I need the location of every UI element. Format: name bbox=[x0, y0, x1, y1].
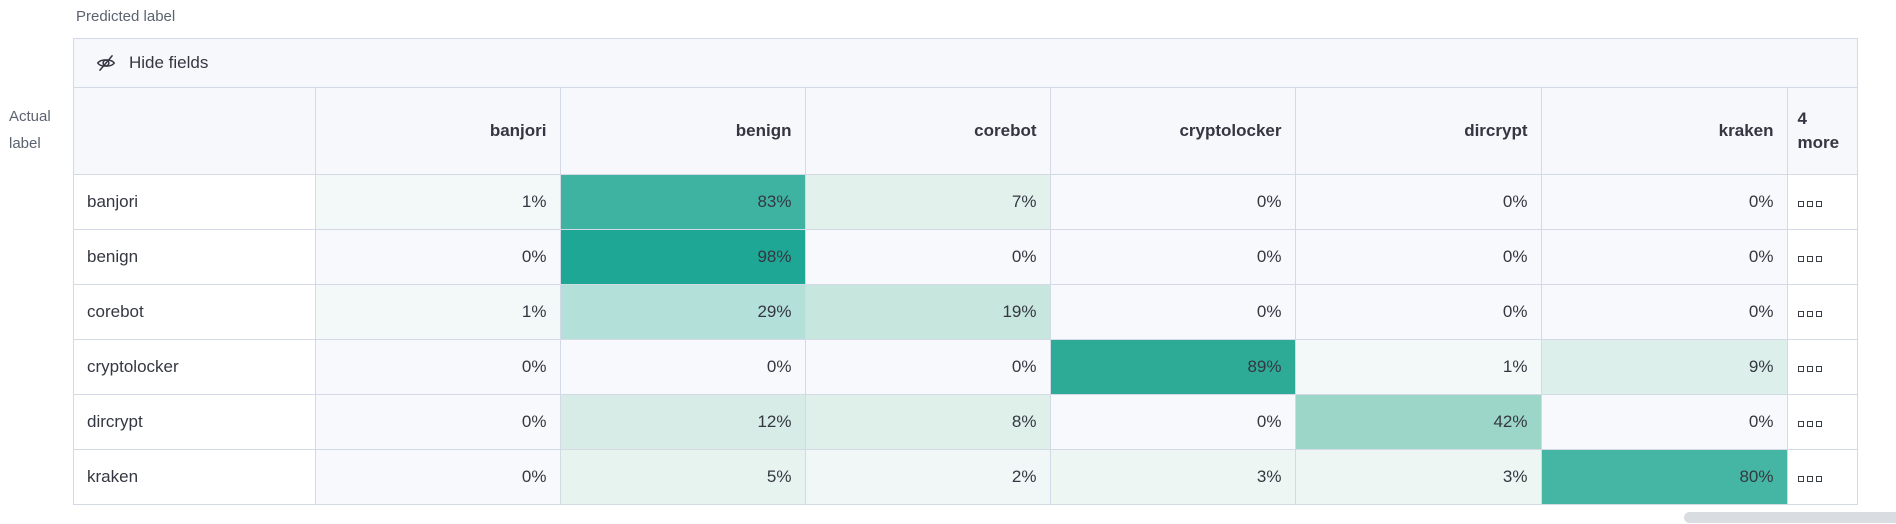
row-header-banjori[interactable]: banjori bbox=[74, 174, 316, 230]
row-header-dircrypt[interactable]: dircrypt bbox=[74, 394, 316, 450]
column-header-dircrypt[interactable]: dircrypt bbox=[1295, 88, 1542, 175]
column-header-banjori[interactable]: banjori bbox=[315, 88, 561, 175]
cell-banjori-kraken[interactable]: 0% bbox=[1541, 174, 1788, 230]
actual-axis-label-line2: label bbox=[9, 135, 41, 152]
hide-fields-button[interactable]: Hide fields bbox=[95, 52, 208, 74]
cell-cryptolocker-corebot[interactable]: 0% bbox=[805, 339, 1051, 395]
row-header-corebot[interactable]: corebot bbox=[74, 284, 316, 340]
cell-kraken-dircrypt[interactable]: 3% bbox=[1295, 449, 1542, 504]
column-header-benign[interactable]: benign bbox=[560, 88, 806, 175]
cell-dircrypt-kraken[interactable]: 0% bbox=[1541, 394, 1788, 450]
row-header-cryptolocker[interactable]: cryptolocker bbox=[74, 339, 316, 395]
column-header-cryptolocker[interactable]: cryptolocker bbox=[1050, 88, 1296, 175]
cell-dircrypt-banjori[interactable]: 0% bbox=[315, 394, 561, 450]
boxes-horizontal-icon bbox=[1797, 310, 1822, 317]
corner-header-cell bbox=[74, 88, 316, 175]
cell-banjori-corebot[interactable]: 7% bbox=[805, 174, 1051, 230]
column-header-more[interactable]: 4 more bbox=[1787, 88, 1857, 175]
cell-corebot-benign[interactable]: 29% bbox=[560, 284, 806, 340]
predicted-axis-label: Predicted label bbox=[76, 8, 176, 25]
hide-fields-label: Hide fields bbox=[129, 53, 209, 72]
row-header-benign[interactable]: benign bbox=[74, 229, 316, 285]
column-header-more-line: more bbox=[1797, 132, 1840, 152]
cell-kraken-benign[interactable]: 5% bbox=[560, 449, 806, 504]
table-row-cryptolocker: cryptolocker 0% 0% 0% 89% 1% 9% bbox=[74, 339, 1857, 395]
more-columns-cell-dircrypt[interactable] bbox=[1787, 394, 1857, 450]
actual-axis-label: Actual label bbox=[9, 103, 71, 157]
cell-kraken-cryptolocker[interactable]: 3% bbox=[1050, 449, 1296, 504]
more-columns-cell-banjori[interactable] bbox=[1787, 174, 1857, 230]
cell-banjori-dircrypt[interactable]: 0% bbox=[1295, 174, 1542, 230]
more-columns-cell-corebot[interactable] bbox=[1787, 284, 1857, 340]
cell-cryptolocker-banjori[interactable]: 0% bbox=[315, 339, 561, 395]
cell-cryptolocker-cryptolocker[interactable]: 89% bbox=[1050, 339, 1296, 395]
grid-toolbar: Hide fields bbox=[74, 39, 1857, 88]
column-header-more-line: 4 bbox=[1797, 108, 1807, 128]
boxes-horizontal-icon bbox=[1797, 255, 1822, 262]
more-columns-cell-cryptolocker[interactable] bbox=[1787, 339, 1857, 395]
cell-banjori-cryptolocker[interactable]: 0% bbox=[1050, 174, 1296, 230]
cell-benign-corebot[interactable]: 0% bbox=[805, 229, 1051, 285]
boxes-horizontal-icon bbox=[1797, 420, 1822, 427]
eye-closed-icon bbox=[95, 52, 117, 74]
cell-benign-kraken[interactable]: 0% bbox=[1541, 229, 1788, 285]
cell-corebot-banjori[interactable]: 1% bbox=[315, 284, 561, 340]
cell-kraken-kraken[interactable]: 80% bbox=[1541, 449, 1788, 504]
cell-dircrypt-benign[interactable]: 12% bbox=[560, 394, 806, 450]
confusion-matrix-table: banjori benign corebot cryptolocker dircrypt… bbox=[74, 88, 1857, 504]
cell-cryptolocker-dircrypt[interactable]: 1% bbox=[1295, 339, 1542, 395]
cell-corebot-cryptolocker[interactable]: 0% bbox=[1050, 284, 1296, 340]
cell-kraken-corebot[interactable]: 2% bbox=[805, 449, 1051, 504]
horizontal-scrollbar-thumb[interactable] bbox=[1684, 512, 1896, 523]
boxes-horizontal-icon bbox=[1797, 200, 1822, 207]
cell-benign-dircrypt[interactable]: 0% bbox=[1295, 229, 1542, 285]
cell-benign-benign[interactable]: 98% bbox=[560, 229, 806, 285]
column-header-corebot[interactable]: corebot bbox=[805, 88, 1051, 175]
cell-benign-cryptolocker[interactable]: 0% bbox=[1050, 229, 1296, 285]
cell-corebot-corebot[interactable]: 19% bbox=[805, 284, 1051, 340]
cell-dircrypt-corebot[interactable]: 8% bbox=[805, 394, 1051, 450]
column-header-row: banjori benign corebot cryptolocker dircrypt… bbox=[74, 88, 1857, 175]
cell-cryptolocker-kraken[interactable]: 9% bbox=[1541, 339, 1788, 395]
confusion-matrix-grid: Hide fields banjori benign corebot cryptolo… bbox=[73, 38, 1858, 505]
table-row-banjori: banjori 1% 83% 7% 0% 0% 0% bbox=[74, 174, 1857, 230]
cell-banjori-benign[interactable]: 83% bbox=[560, 174, 806, 230]
table-row-dircrypt: dircrypt 0% 12% 8% 0% 42% 0% bbox=[74, 394, 1857, 450]
table-row-kraken: kraken 0% 5% 2% 3% 3% 80% bbox=[74, 449, 1857, 504]
cell-kraken-banjori[interactable]: 0% bbox=[315, 449, 561, 504]
table-row-benign: benign 0% 98% 0% 0% 0% 0% bbox=[74, 229, 1857, 285]
boxes-horizontal-icon bbox=[1797, 365, 1822, 372]
cell-dircrypt-cryptolocker[interactable]: 0% bbox=[1050, 394, 1296, 450]
table-row-corebot: corebot 1% 29% 19% 0% 0% 0% bbox=[74, 284, 1857, 340]
cell-banjori-banjori[interactable]: 1% bbox=[315, 174, 561, 230]
actual-axis-label-line1: Actual bbox=[9, 108, 51, 125]
cell-dircrypt-dircrypt[interactable]: 42% bbox=[1295, 394, 1542, 450]
boxes-horizontal-icon bbox=[1797, 475, 1822, 482]
cell-cryptolocker-benign[interactable]: 0% bbox=[560, 339, 806, 395]
cell-corebot-dircrypt[interactable]: 0% bbox=[1295, 284, 1542, 340]
column-header-kraken[interactable]: kraken bbox=[1541, 88, 1788, 175]
cell-benign-banjori[interactable]: 0% bbox=[315, 229, 561, 285]
more-columns-cell-benign[interactable] bbox=[1787, 229, 1857, 285]
cell-corebot-kraken[interactable]: 0% bbox=[1541, 284, 1788, 340]
more-columns-cell-kraken[interactable] bbox=[1787, 449, 1857, 504]
row-header-kraken[interactable]: kraken bbox=[74, 449, 316, 504]
